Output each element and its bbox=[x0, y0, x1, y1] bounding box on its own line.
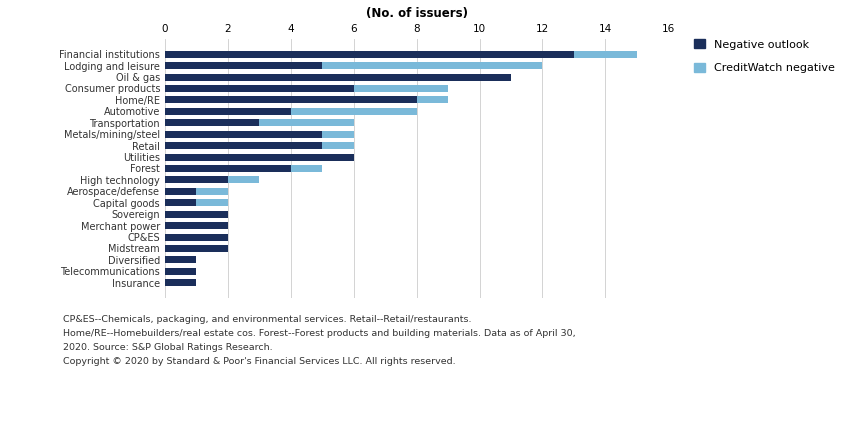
Bar bbox=[165, 165, 291, 172]
Bar bbox=[165, 188, 196, 195]
Bar bbox=[165, 51, 574, 58]
Bar bbox=[165, 153, 354, 161]
Bar bbox=[322, 130, 354, 138]
Bar bbox=[165, 108, 291, 115]
Bar bbox=[165, 211, 228, 218]
Bar bbox=[165, 142, 322, 149]
X-axis label: (No. of issuers): (No. of issuers) bbox=[365, 7, 468, 20]
Bar bbox=[165, 222, 228, 229]
Bar bbox=[165, 73, 511, 81]
Bar bbox=[165, 199, 196, 206]
Bar bbox=[165, 268, 196, 275]
Bar bbox=[196, 199, 228, 206]
Bar bbox=[165, 62, 322, 69]
Bar bbox=[574, 51, 637, 58]
Bar bbox=[165, 85, 354, 92]
Text: CP&ES--Chemicals, packaging, and environmental services. Retail--Retail/restaura: CP&ES--Chemicals, packaging, and environ… bbox=[63, 315, 576, 366]
Bar bbox=[228, 176, 260, 184]
Bar bbox=[165, 96, 416, 103]
Bar bbox=[165, 245, 228, 252]
Bar bbox=[322, 62, 542, 69]
Bar bbox=[260, 119, 354, 126]
Bar bbox=[165, 279, 196, 286]
Bar bbox=[291, 108, 416, 115]
Bar bbox=[165, 130, 322, 138]
Bar bbox=[291, 165, 322, 172]
Bar bbox=[165, 119, 260, 126]
Bar bbox=[165, 256, 196, 264]
Bar bbox=[322, 142, 354, 149]
Bar bbox=[165, 234, 228, 241]
Legend: Negative outlook, CreditWatch negative: Negative outlook, CreditWatch negative bbox=[694, 39, 835, 73]
Bar bbox=[416, 96, 448, 103]
Bar bbox=[196, 188, 228, 195]
Bar bbox=[354, 85, 448, 92]
Bar bbox=[165, 176, 228, 184]
